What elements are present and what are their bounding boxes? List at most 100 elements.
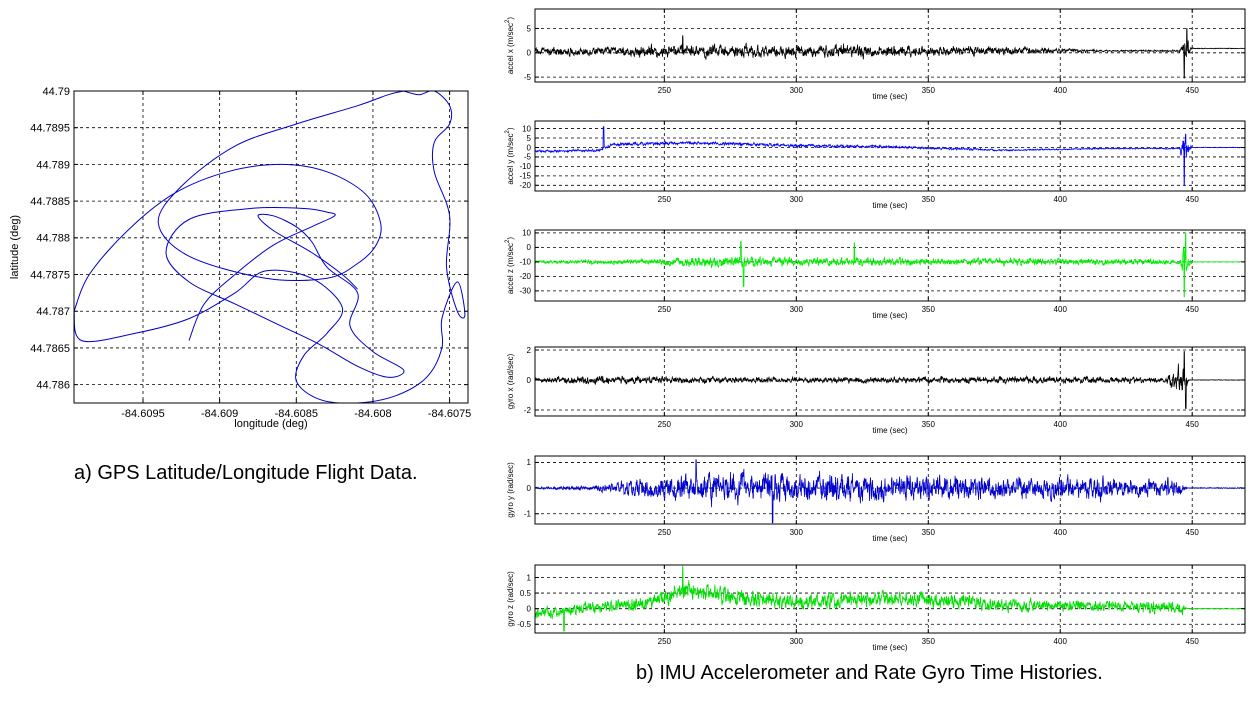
gyro-z-trace — [535, 566, 1245, 632]
y-tick-label: 1 — [527, 458, 532, 467]
y-tick-label: 44.7865 — [30, 343, 70, 355]
x-tick-label: 300 — [790, 637, 804, 646]
x-tick-label: 400 — [1054, 195, 1068, 204]
x-tick-label: 400 — [1054, 637, 1068, 646]
y-tick-label: -1 — [524, 510, 532, 519]
x-tick-label: 400 — [1054, 528, 1068, 537]
x-tick-label: 400 — [1054, 305, 1068, 314]
y-axis-label: accel z (m/sec2) — [505, 237, 515, 294]
y-axis-label: gyro x (rad/sec) — [506, 353, 515, 409]
x-tick-label: 350 — [922, 305, 936, 314]
x-tick-label: 350 — [922, 528, 936, 537]
gyro-x-trace-group — [535, 351, 1245, 409]
plot-frame — [534, 346, 1246, 417]
gps-chart: -84.6095 -84.609 -84.6085 -84.608 -84.6075 44… — [9, 86, 471, 430]
accel-x-trace-group — [535, 28, 1245, 79]
caption-imu: b) IMU Accelerometer and Rate Gyro Time … — [636, 662, 1103, 684]
y-tick-label: -30 — [519, 287, 531, 296]
x-tick-label: -84.6085 — [275, 408, 318, 420]
x-tick-label: 300 — [790, 420, 804, 429]
x-tick-label: 250 — [658, 528, 672, 537]
plot-frame — [534, 229, 1246, 302]
y-tick-label: -5 — [524, 73, 532, 82]
x-tick-label: 250 — [658, 420, 672, 429]
plot-frame — [73, 90, 469, 404]
accel-z-chart: 250 300 350 400 450 -30 -20 -10 0 10 time (sec) acc… — [505, 229, 1246, 320]
x-tick-label: 350 — [922, 420, 936, 429]
x-tick-label: 250 — [658, 637, 672, 646]
y-tick-label: 5 — [527, 24, 532, 33]
x-tick-label: 400 — [1054, 86, 1068, 95]
plot-frame — [534, 120, 1246, 192]
x-axis-label: time (sec) — [872, 643, 907, 652]
x-tick-label: 250 — [658, 305, 672, 314]
y-axis-label: accel y (m/sec2) — [505, 127, 515, 184]
x-axis-label: longitude (deg) — [234, 418, 307, 430]
y-tick-label: 2 — [527, 346, 532, 355]
y-tick-label: 0.5 — [520, 589, 532, 598]
x-tick-label: -84.609 — [201, 408, 238, 420]
y-tick-label: 44.79 — [42, 86, 70, 98]
y-tick-label: 0 — [527, 604, 532, 613]
accel-x-chart: 250 300 350 400 450 -5 0 5 time (sec) accel x (m/… — [505, 8, 1246, 101]
gps-track-line — [74, 91, 466, 403]
y-tick-label: 44.787 — [36, 306, 70, 318]
y-tick-label: 10 — [522, 229, 531, 238]
y-tick-label: -10 — [519, 258, 531, 267]
x-tick-label: 450 — [1186, 420, 1200, 429]
x-tick-label: 400 — [1054, 420, 1068, 429]
caption-gps: a) GPS Latitude/Longitude Flight Data. — [74, 462, 418, 484]
accel-x-trace — [535, 28, 1245, 79]
y-axis-label: accel x (m/sec2) — [505, 17, 515, 74]
y-tick-label: 5 — [527, 134, 532, 143]
y-tick-label: 1 — [527, 573, 532, 582]
y-tick-label: -0.5 — [517, 620, 531, 629]
x-tick-label: -84.6075 — [428, 408, 471, 420]
y-axis-label: latitude (deg) — [9, 215, 21, 279]
x-tick-label: 300 — [790, 195, 804, 204]
plot-frame — [534, 8, 1246, 83]
x-axis-label: time (sec) — [872, 201, 907, 210]
gps-track-line — [165, 206, 405, 378]
accel-z-trace-group — [535, 232, 1245, 298]
y-axis-label: gyro z (rad/sec) — [506, 571, 515, 627]
gyro-z-chart: 250 300 350 400 450 -0.5 0 0.5 1 time (sec) gyro z… — [506, 564, 1246, 652]
y-tick-label: 0 — [527, 49, 532, 58]
y-tick-label: 44.7875 — [30, 269, 70, 281]
y-tick-label: -2 — [524, 406, 532, 415]
x-tick-label: 300 — [790, 86, 804, 95]
x-tick-label: 450 — [1186, 305, 1200, 314]
gyro-x-chart: 250 300 350 400 450 -2 0 2 time (sec) gyro x (rad… — [506, 346, 1246, 435]
y-tick-label: 44.7895 — [30, 123, 70, 135]
y-tick-label: 0 — [527, 243, 532, 252]
x-tick-label: 450 — [1186, 86, 1200, 95]
y-axis-label: gyro y (rad/sec) — [506, 462, 515, 518]
y-tick-label: -5 — [524, 153, 532, 162]
y-tick-label: -10 — [519, 162, 531, 171]
gps-track-group — [74, 91, 466, 403]
gyro-x-trace — [535, 351, 1245, 409]
x-tick-label: -84.6095 — [121, 408, 164, 420]
x-tick-label: 450 — [1186, 528, 1200, 537]
plot-frame — [534, 455, 1246, 525]
y-tick-label: 0 — [527, 484, 532, 493]
x-tick-label: 300 — [790, 528, 804, 537]
y-tick-label: -15 — [519, 172, 531, 181]
y-tick-label: 44.788 — [36, 233, 70, 245]
x-tick-label: -84.608 — [354, 408, 391, 420]
gyro-y-chart: 250 300 350 400 450 -1 0 1 time (sec) gyro y (rad… — [506, 455, 1246, 543]
x-tick-label: 250 — [658, 195, 672, 204]
y-tick-label: -20 — [519, 272, 531, 281]
gyro-z-trace-group — [535, 566, 1245, 632]
y-tick-label: 44.7885 — [30, 196, 70, 208]
x-tick-label: 300 — [790, 305, 804, 314]
plot-frame — [534, 564, 1246, 634]
x-tick-label: 350 — [922, 195, 936, 204]
y-tick-label: 10 — [522, 124, 531, 133]
x-tick-label: 450 — [1186, 195, 1200, 204]
accel-y-trace — [535, 126, 1245, 186]
x-axis-label: time (sec) — [872, 426, 907, 435]
gyro-y-trace — [535, 459, 1245, 524]
gyro-y-trace-group — [535, 459, 1245, 524]
x-tick-label: 250 — [658, 86, 672, 95]
